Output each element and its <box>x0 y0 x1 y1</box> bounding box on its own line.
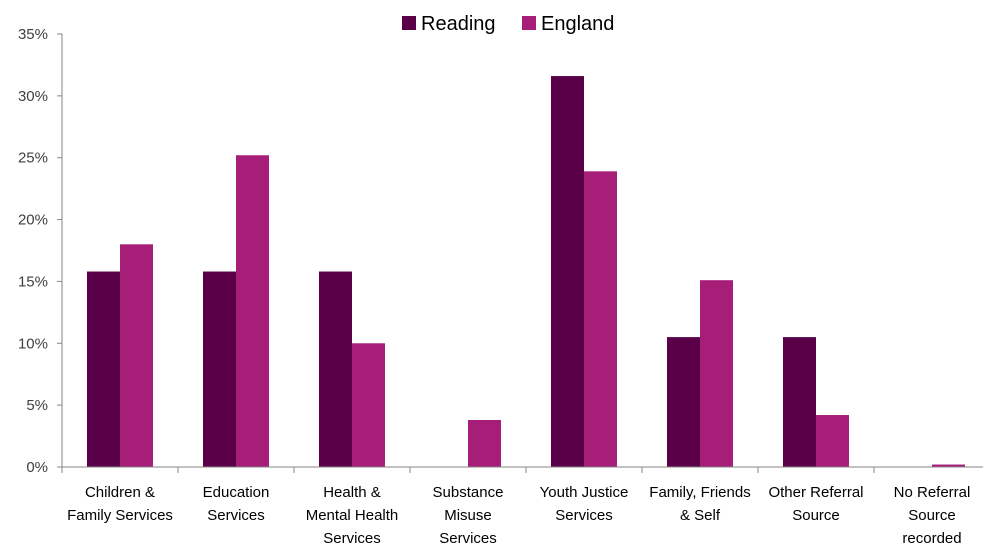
x-tick-label: Health & <box>323 484 381 501</box>
bar-england <box>120 244 153 467</box>
x-tick-label: Children & <box>85 484 155 501</box>
x-tick-label: Family, Friends <box>649 484 750 501</box>
x-tick-label: Services <box>439 530 497 545</box>
y-tick-label: 15% <box>18 273 48 290</box>
bar-reading <box>667 337 700 467</box>
bar-reading <box>319 271 352 467</box>
y-tick-label: 30% <box>18 88 48 105</box>
x-tick-label: Youth Justice <box>540 484 629 501</box>
x-tick-label: Education <box>203 484 270 501</box>
x-tick-label: Source <box>792 507 840 524</box>
y-tick-label: 0% <box>26 459 48 476</box>
x-tick-label: recorded <box>902 530 961 545</box>
y-tick-label: 20% <box>18 212 48 229</box>
bar-england <box>584 171 617 467</box>
legend-swatch-reading <box>402 16 416 30</box>
x-tick-label: & Self <box>680 507 721 524</box>
legend-label-reading: Reading <box>421 13 496 35</box>
legend-swatch-england <box>522 16 536 30</box>
bar-england <box>700 280 733 467</box>
x-tick-label: Misuse <box>444 507 492 524</box>
bar-reading <box>783 337 816 467</box>
x-tick-label: Family Services <box>67 507 173 524</box>
y-tick-label: 5% <box>26 397 48 414</box>
y-tick-label: 10% <box>18 335 48 352</box>
bar-reading <box>551 76 584 467</box>
x-tick-label: Services <box>207 507 265 524</box>
bar-england <box>932 464 965 467</box>
bar-england <box>816 415 849 467</box>
bar-england <box>236 155 269 468</box>
y-tick-label: 35% <box>18 26 48 43</box>
y-tick-label: 25% <box>18 150 48 167</box>
x-tick-label: No Referral <box>894 484 971 501</box>
x-tick-label: Source <box>908 507 956 524</box>
x-tick-label: Other Referral <box>768 484 863 501</box>
x-tick-label: Mental Health <box>306 507 399 524</box>
x-tick-label: Services <box>555 507 613 524</box>
legend-label-england: England <box>541 13 614 35</box>
bar-reading <box>87 271 120 467</box>
bar-reading <box>203 271 236 467</box>
x-tick-label: Substance <box>433 484 504 501</box>
bar-england <box>468 419 501 467</box>
bar-england <box>352 343 385 467</box>
x-tick-label: Services <box>323 530 381 545</box>
